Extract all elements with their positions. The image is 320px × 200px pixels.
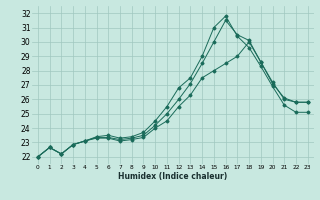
X-axis label: Humidex (Indice chaleur): Humidex (Indice chaleur) — [118, 172, 228, 181]
